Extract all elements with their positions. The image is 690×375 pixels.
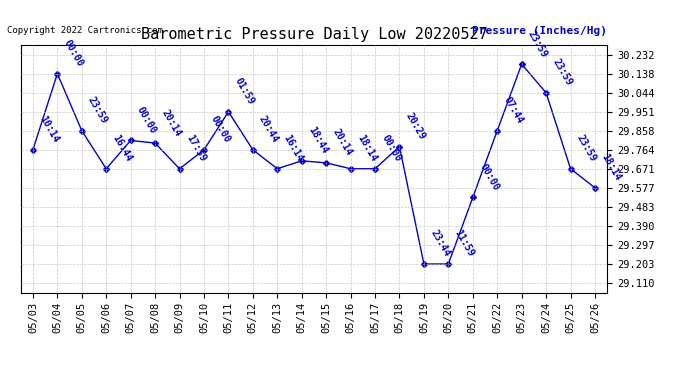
Text: 18:14: 18:14 bbox=[600, 152, 623, 183]
Text: 10:14: 10:14 bbox=[37, 114, 61, 145]
Text: 23:44: 23:44 bbox=[428, 228, 452, 259]
Text: 20:29: 20:29 bbox=[404, 111, 427, 141]
Text: 23:59: 23:59 bbox=[526, 28, 549, 59]
Text: 00:00: 00:00 bbox=[380, 133, 403, 164]
Text: 20:14: 20:14 bbox=[331, 128, 354, 158]
Text: 23:59: 23:59 bbox=[86, 95, 110, 126]
Text: 20:14: 20:14 bbox=[159, 108, 183, 138]
Text: 20:44: 20:44 bbox=[257, 114, 281, 145]
Text: 11:59: 11:59 bbox=[453, 228, 476, 259]
Text: Pressure (Inches/Hg): Pressure (Inches/Hg) bbox=[472, 26, 607, 36]
Title: Barometric Pressure Daily Low 20220527: Barometric Pressure Daily Low 20220527 bbox=[141, 27, 487, 42]
Text: 07:44: 07:44 bbox=[502, 95, 525, 126]
Text: 18:44: 18:44 bbox=[306, 125, 330, 156]
Text: 01:59: 01:59 bbox=[233, 76, 256, 106]
Text: 00:00: 00:00 bbox=[62, 38, 85, 69]
Text: 17:59: 17:59 bbox=[184, 133, 207, 164]
Text: 00:00: 00:00 bbox=[135, 105, 159, 135]
Text: 18:14: 18:14 bbox=[355, 133, 378, 164]
Text: 16:14: 16:14 bbox=[282, 133, 305, 164]
Text: 00:00: 00:00 bbox=[208, 114, 232, 145]
Text: 16:44: 16:44 bbox=[110, 133, 134, 164]
Text: 00:00: 00:00 bbox=[477, 162, 500, 192]
Text: 23:59: 23:59 bbox=[551, 57, 574, 88]
Text: Copyright 2022 Cartronics.com: Copyright 2022 Cartronics.com bbox=[7, 26, 163, 35]
Text: 23:59: 23:59 bbox=[575, 133, 598, 164]
